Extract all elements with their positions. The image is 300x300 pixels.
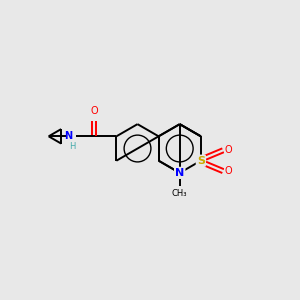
Text: H: H xyxy=(69,142,75,151)
Text: O: O xyxy=(225,145,232,155)
Text: O: O xyxy=(90,106,98,116)
Text: CH₃: CH₃ xyxy=(172,189,188,198)
Text: O: O xyxy=(225,166,232,176)
Text: N: N xyxy=(64,131,72,141)
Text: N: N xyxy=(175,168,184,178)
Text: S: S xyxy=(197,156,205,166)
